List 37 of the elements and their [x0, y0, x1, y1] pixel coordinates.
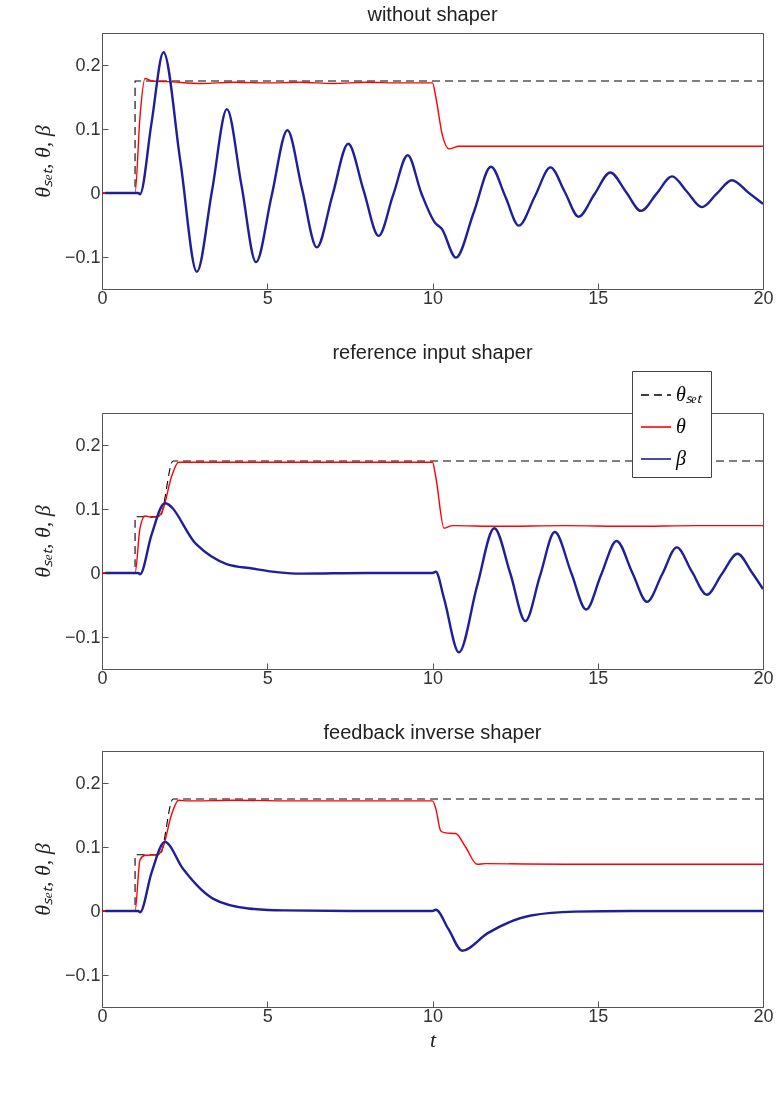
x-tick-label: 5	[262, 287, 273, 308]
x-tick-label: 10	[422, 667, 444, 688]
y-tick-label: 0	[90, 900, 101, 921]
line-series	[104, 51, 763, 273]
x-axis-title: t	[429, 1026, 437, 1052]
y-tick-label: −0.1	[64, 246, 101, 267]
x-tick-label: 10	[422, 1005, 444, 1026]
y-axis-title: θₛₑₜ, θ, β	[29, 843, 55, 916]
chart-title: feedback inverse shaper	[323, 721, 542, 743]
x-tick-label: 5	[262, 667, 273, 688]
x-tick-label: 20	[753, 1005, 774, 1026]
x-tick-label: 20	[753, 287, 774, 308]
x-tick-label: 15	[588, 1005, 609, 1026]
y-tick-label: −0.1	[64, 626, 101, 647]
y-tick-label: 0	[90, 182, 101, 203]
y-axis-title: θₛₑₜ, θ, β	[29, 505, 55, 578]
chart-title: reference input shaper	[332, 340, 533, 363]
x-tick-label: 10	[422, 287, 444, 308]
y-tick-label: 0.2	[75, 54, 101, 75]
y-tick-label: 0.1	[75, 498, 101, 519]
chart-title: without shaper	[366, 3, 498, 25]
x-tick-label: 15	[588, 667, 609, 688]
y-tick-label: 0.1	[75, 836, 101, 857]
x-tick-label: 20	[753, 667, 774, 688]
legend-label: θ	[676, 415, 686, 437]
legend-label: θₛₑₜ	[676, 383, 704, 405]
x-tick-label: 5	[262, 1005, 273, 1026]
y-tick-label: 0	[90, 562, 101, 583]
line-series	[104, 502, 763, 654]
y-tick-label: 0.1	[75, 118, 101, 139]
y-tick-label: 0.2	[75, 772, 101, 793]
y-axis-title: θₛₑₜ, θ, β	[29, 125, 55, 198]
legend-label: β	[675, 447, 686, 470]
line-series	[104, 840, 763, 952]
y-tick-label: −0.1	[64, 964, 101, 985]
y-tick-label: 0.2	[75, 434, 101, 455]
x-tick-label: 15	[588, 287, 609, 308]
